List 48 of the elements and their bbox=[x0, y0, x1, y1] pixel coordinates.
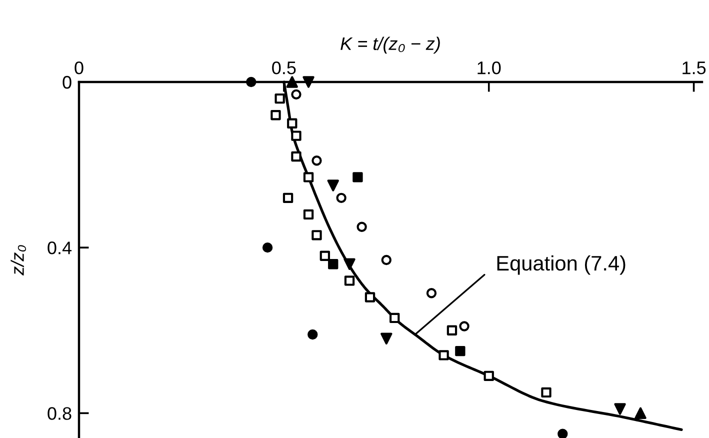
point bbox=[291, 151, 302, 162]
point bbox=[274, 93, 285, 104]
y-tick-label: 0.4 bbox=[48, 242, 72, 254]
point bbox=[286, 76, 298, 88]
point bbox=[262, 242, 273, 253]
point bbox=[291, 89, 302, 100]
point bbox=[291, 130, 302, 141]
point bbox=[426, 288, 437, 298]
point bbox=[344, 276, 355, 286]
point bbox=[364, 292, 376, 302]
point bbox=[246, 76, 256, 88]
point bbox=[558, 428, 568, 438]
point bbox=[614, 403, 626, 415]
y-tick-label: 0 bbox=[62, 76, 72, 89]
point bbox=[320, 250, 330, 261]
x-axis-title: K = t/(z₀ − z) bbox=[340, 36, 440, 54]
point bbox=[541, 387, 552, 398]
point bbox=[312, 156, 322, 166]
y-tick-label: 0.8 bbox=[48, 407, 72, 420]
point bbox=[282, 192, 294, 203]
x-tick-label: 1.0 bbox=[478, 61, 501, 74]
y-axis-title: z/z₀ bbox=[10, 245, 26, 276]
annotation: Equation (7.4) bbox=[497, 255, 626, 275]
point bbox=[455, 346, 466, 356]
point bbox=[344, 258, 356, 270]
point bbox=[328, 259, 338, 270]
point bbox=[484, 370, 494, 381]
point bbox=[356, 222, 367, 232]
point bbox=[302, 76, 314, 88]
point bbox=[381, 254, 392, 266]
point bbox=[312, 230, 322, 240]
x-tick-label: 0.5 bbox=[272, 61, 296, 74]
point bbox=[390, 312, 400, 324]
x-tick-label: 1.5 bbox=[682, 62, 706, 74]
point bbox=[352, 172, 363, 182]
point bbox=[303, 172, 314, 182]
point bbox=[438, 350, 449, 360]
point bbox=[270, 110, 281, 120]
point bbox=[336, 192, 346, 203]
point bbox=[303, 209, 314, 220]
point bbox=[459, 321, 470, 332]
point bbox=[308, 329, 318, 340]
x-tick-label: 0 bbox=[74, 61, 84, 74]
point bbox=[446, 325, 458, 336]
point bbox=[380, 332, 392, 345]
point bbox=[634, 407, 646, 420]
point bbox=[287, 118, 298, 128]
point bbox=[327, 180, 339, 192]
